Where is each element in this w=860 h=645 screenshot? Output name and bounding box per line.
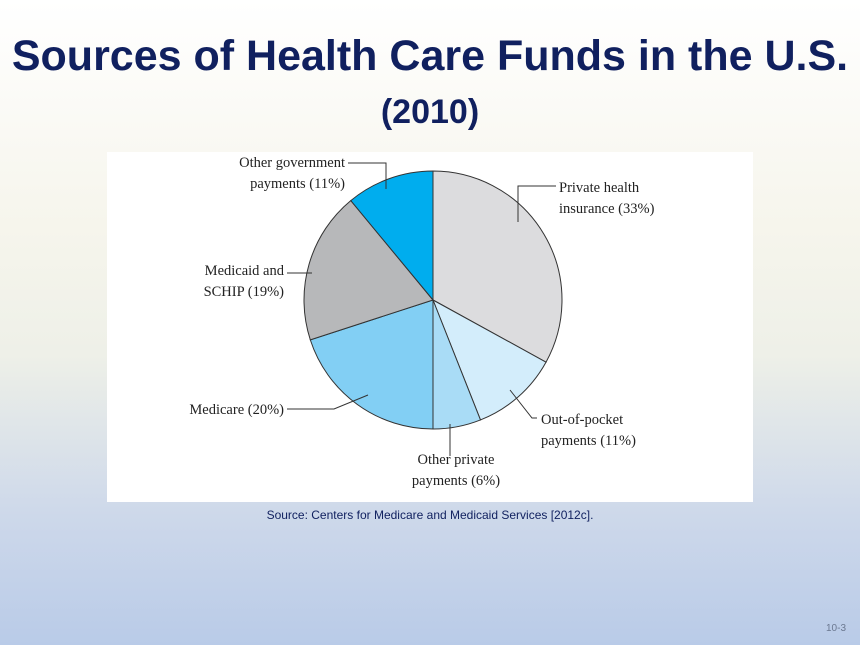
slice-label-0: Private health insurance (33%) bbox=[559, 180, 655, 217]
pie-slice-5 bbox=[350, 170, 434, 302]
leader-line-0 bbox=[517, 185, 556, 222]
leader-line-5 bbox=[348, 162, 387, 189]
slice-label-5: Other government payments (11%) bbox=[239, 155, 345, 192]
source-note: Source: Centers for Medicare and Medicai… bbox=[266, 508, 594, 522]
slide-title: Sources of Health Care Funds in the U.S.… bbox=[0, 28, 860, 140]
pie-chart-panel: Private health insurance (33%) Out-of-pock… bbox=[107, 152, 753, 502]
pie-chart: Private health insurance (33%) Out-of-pock… bbox=[189, 155, 654, 489]
leader-line-3 bbox=[287, 394, 369, 410]
leader-line-1 bbox=[509, 389, 537, 419]
slice-labels: Private health insurance (33%) Out-of-pock… bbox=[189, 155, 654, 489]
pie-slice-1 bbox=[432, 298, 547, 421]
slice-label-3: Medicare (20%) bbox=[189, 402, 284, 418]
leader-lines bbox=[287, 162, 556, 456]
slide-title-year: (2010) bbox=[380, 93, 480, 131]
pie-slices bbox=[303, 170, 563, 430]
pie-slice-4 bbox=[303, 199, 434, 341]
page-number: 10-3 bbox=[825, 623, 846, 634]
pie-slice-0 bbox=[432, 170, 563, 363]
slice-label-1: Out-of-pocket payments (11%) bbox=[541, 412, 636, 449]
slide-title-main: Sources of Health Care Funds in the U.S. bbox=[11, 32, 849, 80]
slice-label-2: Other private payments (6%) bbox=[412, 452, 500, 489]
slice-label-4: Medicaid and SCHIP (19%) bbox=[204, 263, 285, 300]
pie-slice-3 bbox=[309, 299, 434, 430]
